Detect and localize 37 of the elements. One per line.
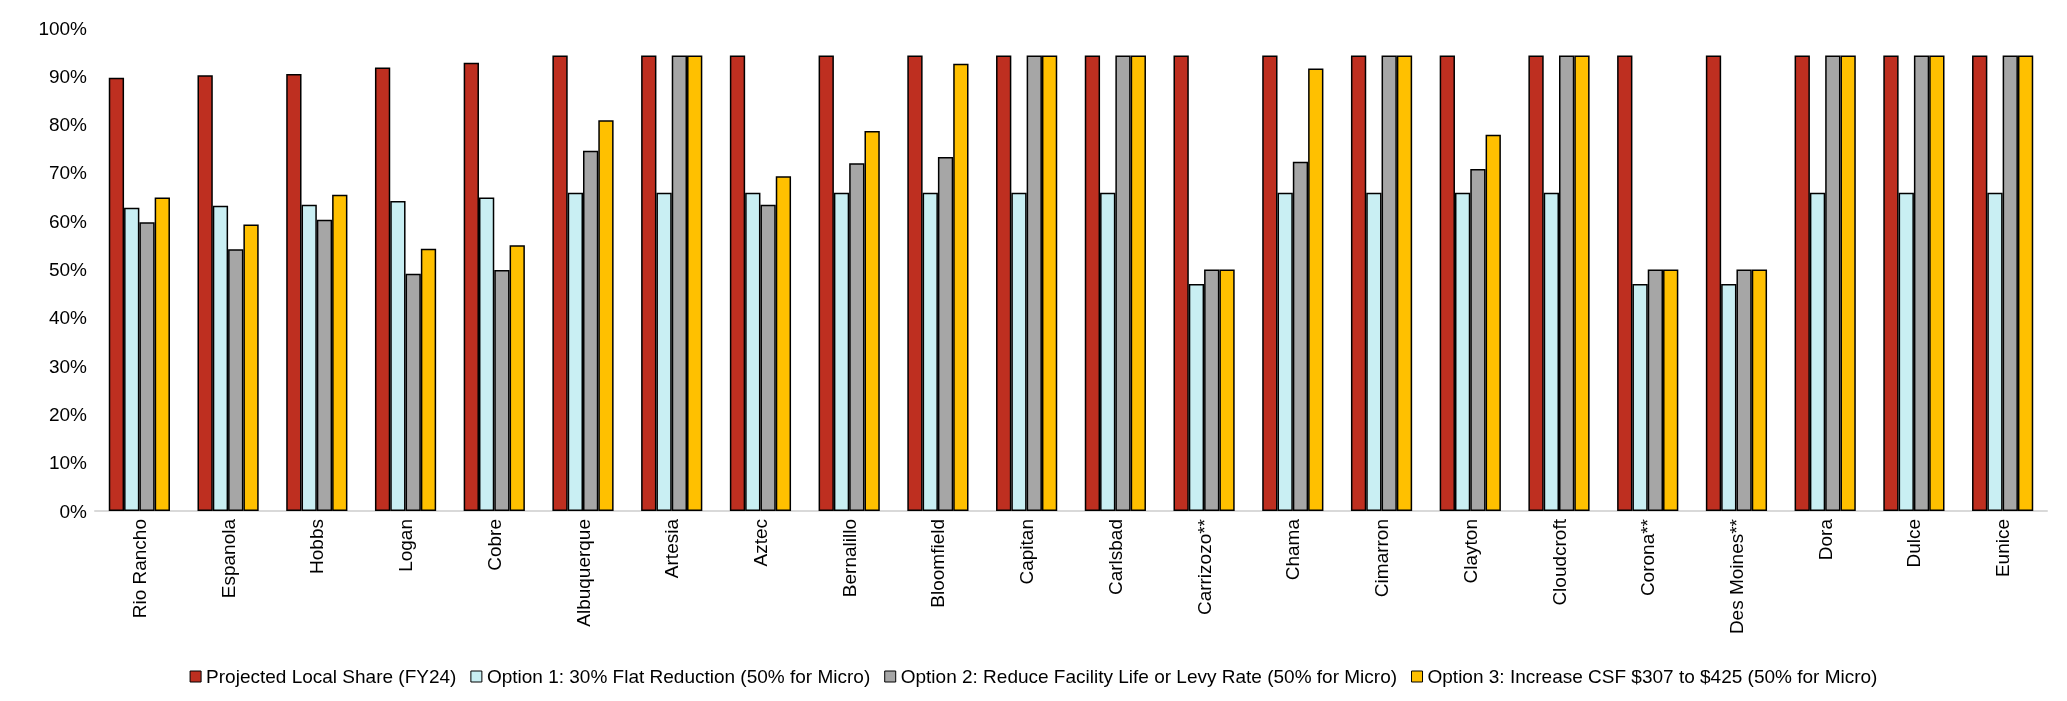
y-tick-label: 40% (48, 307, 88, 329)
y-tick-label: 20% (48, 403, 88, 425)
x-tick-label: Dulce (1903, 519, 1925, 568)
x-tick-label: Corona** (1637, 518, 1659, 597)
x-tick-label: Bloomfield (927, 519, 949, 608)
y-tick-label: 30% (48, 355, 88, 377)
x-tick-label: Des Moines** (1725, 518, 1747, 635)
x-tick-label: Aztec (749, 519, 771, 567)
x-tick-label: Chama (1282, 518, 1304, 581)
x-tick-label: Carlsbad (1104, 519, 1126, 596)
x-tick-label: Espanola (217, 518, 239, 599)
x-tick-label: Logan (395, 519, 417, 572)
y-tick-label: 10% (48, 452, 88, 474)
x-tick-label: Eunice (1992, 519, 2014, 578)
x-tick-label: Artesia (661, 518, 683, 579)
x-tick-label: Clayton (1459, 519, 1481, 584)
legend-label: Projected Local Share (FY24) (206, 666, 457, 687)
y-tick-label: 0% (59, 500, 88, 522)
x-tick-label: Albuquerque (572, 519, 594, 627)
y-tick-label: 60% (48, 210, 88, 232)
x-tick-label: Capitan (1016, 519, 1038, 585)
x-tick-label: Carrizozo** (1193, 518, 1215, 616)
legend-label: Option 2: Reduce Facility Life or Levy Rate (50% for Micro) (900, 666, 1398, 687)
x-tick-label: Cobre (483, 519, 505, 571)
y-tick-label: 50% (48, 259, 88, 280)
legend-label: Option 3: Increase CSF $307 to $425 (50% for Micro) (1427, 666, 1878, 687)
x-tick-label: Dora (1814, 518, 1836, 561)
x-tick-label: Bernalillo (838, 519, 860, 598)
x-tick-label: Rio Rancho (128, 519, 150, 619)
x-tick-label: Cloudcroft (1548, 518, 1570, 606)
y-tick-label: 70% (48, 162, 88, 184)
legend-label: Option 1: 30% Flat Reduction (50% for Micro) (486, 666, 871, 687)
x-tick-label: Cimarron (1371, 519, 1393, 598)
y-tick-label: 90% (48, 65, 88, 87)
x-tick-label: Hobbs (306, 519, 328, 574)
y-tick-label: 100% (38, 17, 88, 39)
y-tick-label: 80% (48, 114, 88, 136)
